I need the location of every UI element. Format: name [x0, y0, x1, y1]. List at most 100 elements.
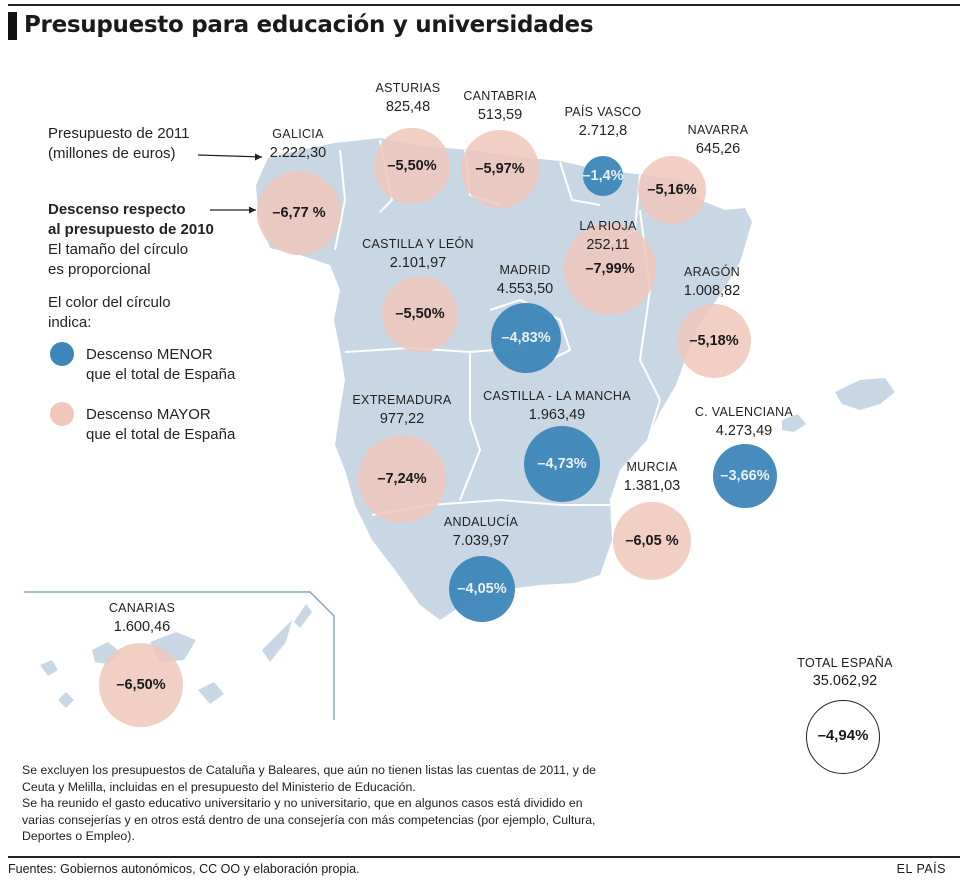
bubble-andalucia — [449, 556, 515, 622]
label-extremadura: EXTREMADURA 977,22 — [312, 392, 492, 427]
bubble-castilla-leon — [382, 276, 458, 352]
total-name: TOTAL ESPAÑA — [797, 656, 893, 670]
canarias-island-5 — [198, 682, 224, 704]
canarias-island-6 — [262, 620, 292, 662]
label-castilla-la-mancha: CASTILLA - LA MANCHA 1.963,49 — [467, 388, 647, 423]
leader-budget — [197, 154, 263, 158]
legend-budget-line2: (millones de euros) — [48, 145, 176, 162]
baleares-small-shape — [782, 414, 806, 432]
bubble-castilla-la-mancha — [524, 426, 600, 502]
legend-size-line1: El tamaño del círculo — [48, 241, 189, 258]
bubble-label-murcia: –6,05 % — [625, 533, 679, 549]
bubble-aragon — [677, 304, 751, 378]
bubble-label-aragon: –5,18% — [689, 333, 739, 349]
region-value-asturias: 825,48 — [385, 99, 431, 115]
canarias-inset-frame — [24, 591, 335, 720]
region-value-cantabria: 513,59 — [477, 107, 523, 123]
border-valenciana — [609, 399, 661, 501]
region-name-aragon: ARAGÓN — [684, 265, 740, 279]
bubbles-layer — [99, 128, 777, 727]
region-value-castilla-leon: 2.101,97 — [389, 255, 447, 271]
bubble-label-madrid: –4,83% — [501, 330, 551, 346]
bubble-navarra — [638, 156, 706, 224]
region-value-la-rioja: 252,11 — [586, 237, 630, 253]
region-value-extremadura: 977,22 — [379, 411, 425, 427]
legend-decline-line1: Descenso respecto — [48, 201, 186, 218]
bubble-label-asturias: –5,50% — [387, 158, 437, 174]
bubble-pais-vasco — [583, 156, 623, 196]
region-value-pais-vasco: 2.712,8 — [578, 123, 628, 139]
region-name-galicia: GALICIA — [272, 127, 324, 141]
bubble-label-c-valenciana: –3,66% — [720, 468, 770, 484]
footnote-2: Se ha reunido el gasto educativo univers… — [22, 796, 596, 843]
baleares-shape — [835, 378, 895, 410]
canarias-island-1 — [40, 660, 58, 676]
legend-blue-swatch — [50, 342, 74, 366]
canarias-island-2 — [58, 692, 74, 708]
border-pais-vasco — [559, 161, 601, 206]
bubble-label-castilla-la-mancha: –4,73% — [537, 456, 587, 472]
region-name-c-valenciana: C. VALENCIANA — [694, 405, 794, 419]
legend-lower: Descenso MENOR que el total de España — [86, 345, 235, 385]
region-name-extremadura: EXTREMADURA — [352, 393, 452, 407]
bubble-label-canarias: –6,50% — [116, 677, 166, 693]
bubble-murcia — [613, 502, 691, 580]
label-c-valenciana: C. VALENCIANA 4.273,49 — [654, 404, 834, 439]
region-name-castilla-leon: CASTILLA Y LEÓN — [362, 237, 474, 251]
page-title: Presupuesto para educación y universidad… — [24, 12, 594, 38]
bubble-la-rioja — [564, 223, 656, 315]
title-marker — [8, 12, 17, 40]
legend-color-line2: indica: — [48, 314, 92, 331]
region-value-aragon: 1.008,82 — [683, 283, 741, 299]
region-name-castilla-la-mancha: CASTILLA - LA MANCHA — [483, 389, 631, 403]
leader-decline-arrowhead — [249, 206, 256, 214]
legend-color: El color del círculo indica: — [48, 293, 171, 333]
bubble-extremadura — [358, 435, 446, 523]
label-aragon: ARAGÓN 1.008,82 — [622, 264, 802, 299]
bubble-label-la-rioja: –7,99% — [585, 261, 635, 277]
label-andalucia: ANDALUCÍA 7.039,97 — [391, 514, 571, 549]
canarias-island-7 — [294, 604, 312, 628]
region-value-galicia: 2.222,30 — [269, 145, 327, 161]
legend-lower-line2: que el total de España — [86, 366, 236, 383]
label-asturias: ASTURIAS 825,48 — [318, 80, 498, 115]
border-galicia — [334, 149, 347, 251]
region-value-andalucia: 7.039,97 — [452, 533, 510, 549]
legend-leaders — [197, 153, 263, 214]
legend-higher-line1: Descenso MAYOR — [86, 406, 211, 423]
region-value-madrid: 4.553,50 — [496, 281, 554, 297]
legend-budget-line1: Presupuesto de 2011 — [48, 125, 190, 142]
region-name-madrid: MADRID — [499, 263, 551, 277]
bubble-label-castilla-leon: –5,50% — [395, 306, 445, 322]
region-name-murcia: MURCIA — [626, 460, 678, 474]
legend-size-line2: es proporcional — [48, 261, 151, 278]
label-la-rioja: LA RIOJA 252,11 — [518, 218, 698, 253]
top-rule — [8, 4, 960, 6]
bubble-label-navarra: –5,16% — [647, 182, 697, 198]
region-value-navarra: 645,26 — [695, 141, 741, 157]
legend-color-line1: El color del círculo — [48, 294, 171, 311]
leader-budget-arrowhead — [255, 153, 262, 161]
bubble-canarias — [99, 643, 183, 727]
publisher-logo: EL PAÍS — [896, 862, 946, 876]
region-name-la-rioja: LA RIOJA — [579, 219, 637, 233]
legend-lower-line1: Descenso MENOR — [86, 346, 213, 363]
border-extremadura — [459, 352, 482, 501]
bubble-madrid — [491, 303, 561, 373]
region-name-navarra: NAVARRA — [687, 123, 749, 137]
bubble-label-cantabria: –5,97% — [475, 161, 525, 177]
total-change: –4,94% — [817, 727, 869, 744]
region-name-pais-vasco: PAÍS VASCO — [564, 105, 642, 119]
label-murcia: MURCIA 1.381,03 — [562, 459, 742, 494]
footnote-1: Se excluyen los presupuestos de Cataluña… — [22, 763, 597, 794]
label-castilla-leon: CASTILLA Y LEÓN 2.101,97 — [328, 236, 508, 271]
bubble-cantabria — [461, 130, 539, 208]
bottom-rule — [8, 856, 960, 858]
label-galicia: GALICIA 2.222,30 — [208, 126, 388, 161]
total-circle — [806, 700, 880, 774]
legend-decline-line2: al presupuesto de 2010 — [48, 221, 214, 238]
bubble-c-valenciana — [713, 444, 777, 508]
region-value-canarias: 1.600,46 — [113, 619, 171, 635]
